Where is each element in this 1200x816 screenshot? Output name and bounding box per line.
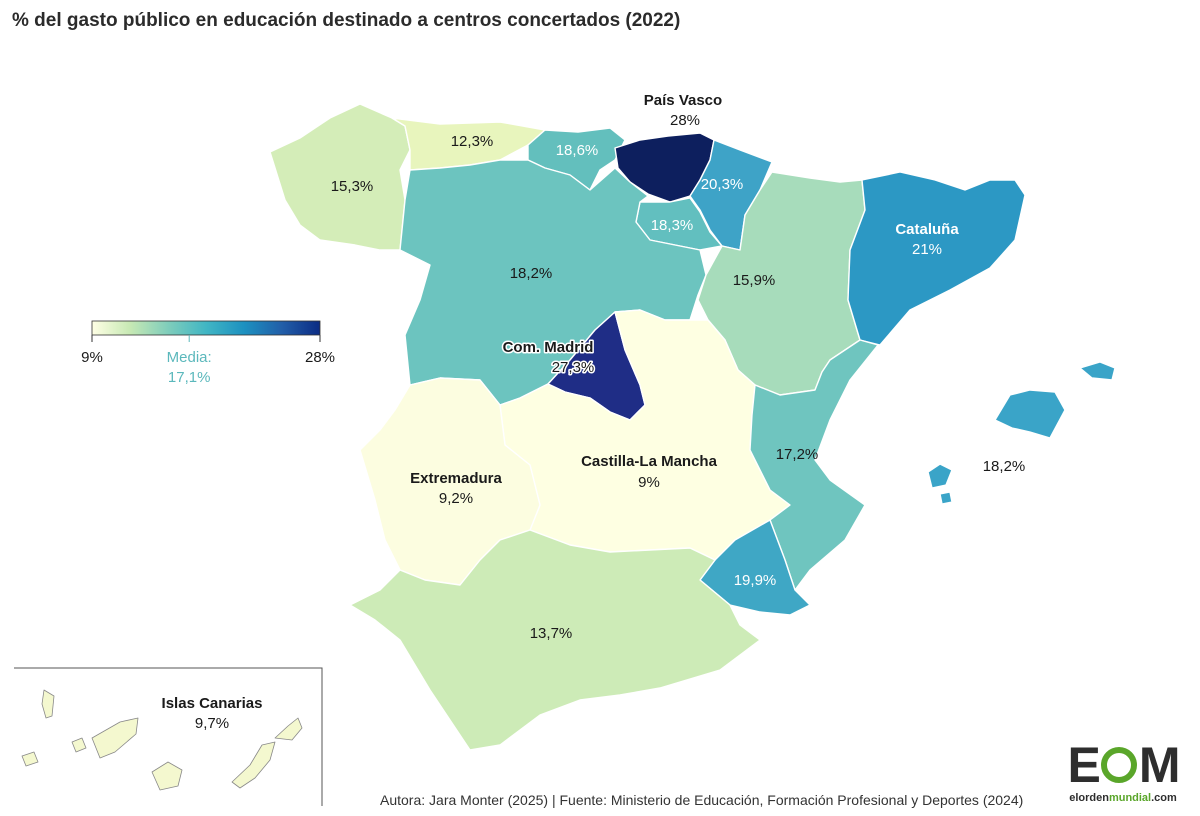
label-aragon-value: 15,9% xyxy=(733,272,776,289)
region-cantabria[interactable] xyxy=(527,127,626,191)
label-extremadura-name: Extremadura xyxy=(410,470,502,487)
label-valencia-value: 17,2% xyxy=(776,446,819,463)
legend-mean-value: 17,1% xyxy=(168,369,211,386)
island-formentera[interactable] xyxy=(939,491,953,505)
legend-mean-title: Media: xyxy=(167,349,212,366)
logo-letter-e: E xyxy=(1067,737,1100,793)
logo-url-part-1: elorden xyxy=(1069,792,1109,804)
label-canarias-value: 9,7% xyxy=(195,715,229,732)
label-madrid-value: 27,3% xyxy=(552,359,595,376)
label-extremadura-value: 9,2% xyxy=(439,490,473,507)
label-la-rioja-value: 18,3% xyxy=(651,217,694,234)
region-castilla-leon[interactable] xyxy=(399,159,707,406)
region-galicia[interactable] xyxy=(269,103,411,251)
legend-max-label: 28% xyxy=(305,349,335,366)
island-ibiza[interactable] xyxy=(927,463,953,489)
source-credit: Autora: Jara Monter (2025) | Fuente: Min… xyxy=(380,792,1024,808)
logo-ring-icon xyxy=(1100,747,1137,783)
island-lanzarote[interactable] xyxy=(274,717,303,741)
label-cataluna-name: Cataluña xyxy=(895,221,959,238)
legend-min-label: 9% xyxy=(81,349,103,366)
region-labels: 15,3% 12,3% 18,6% País Vasco 28% 20,3% 1… xyxy=(162,92,1026,732)
island-menorca[interactable] xyxy=(1079,361,1116,381)
eom-logo[interactable]: E M elordenmundial.com xyxy=(1052,740,1194,810)
label-castilla-leon-value: 18,2% xyxy=(510,265,553,282)
logo-url-part-3: .com xyxy=(1151,792,1177,804)
label-cataluna-value: 21% xyxy=(912,241,942,258)
logo-url: elordenmundial.com xyxy=(1052,792,1194,804)
logo-url-part-2: mundial xyxy=(1108,792,1152,804)
label-murcia-value: 19,9% xyxy=(734,572,777,589)
region-canarias[interactable] xyxy=(21,689,303,791)
label-cantabria-value: 18,6% xyxy=(556,142,599,159)
label-andalucia-value: 13,7% xyxy=(530,625,573,642)
label-canarias-name: Islas Canarias xyxy=(162,695,263,712)
label-castilla-la-mancha-name: Castilla-La Mancha xyxy=(581,453,718,470)
island-tenerife[interactable] xyxy=(91,717,139,759)
label-navarra-value: 20,3% xyxy=(701,176,744,193)
label-galicia-value: 15,3% xyxy=(331,178,374,195)
label-madrid-name: Com. Madrid xyxy=(503,339,594,356)
label-baleares-value: 18,2% xyxy=(983,458,1026,475)
eom-logo-letters: E M xyxy=(1052,740,1194,790)
island-gran-canaria[interactable] xyxy=(151,761,183,791)
label-pais-vasco-name: País Vasco xyxy=(644,92,722,109)
island-la-gomera[interactable] xyxy=(71,737,87,753)
island-la-palma[interactable] xyxy=(41,689,55,719)
region-cataluna[interactable] xyxy=(847,171,1026,346)
island-mallorca[interactable] xyxy=(994,389,1066,439)
legend-bar xyxy=(91,320,321,336)
label-pais-vasco-value: 28% xyxy=(670,112,700,129)
label-castilla-la-mancha-value: 9% xyxy=(638,474,660,491)
region-andalucia[interactable] xyxy=(349,529,761,751)
canarias-inset-frame xyxy=(14,667,323,806)
logo-letter-m: M xyxy=(1138,737,1181,793)
island-fuerteventura[interactable] xyxy=(231,741,276,789)
island-el-hierro[interactable] xyxy=(21,751,39,767)
region-baleares[interactable] xyxy=(927,361,1116,505)
label-asturias-value: 12,3% xyxy=(451,133,494,150)
legend: 9% 28% Media: 17,1% xyxy=(81,320,335,386)
map-title: % del gasto público en educación destina… xyxy=(12,10,681,31)
